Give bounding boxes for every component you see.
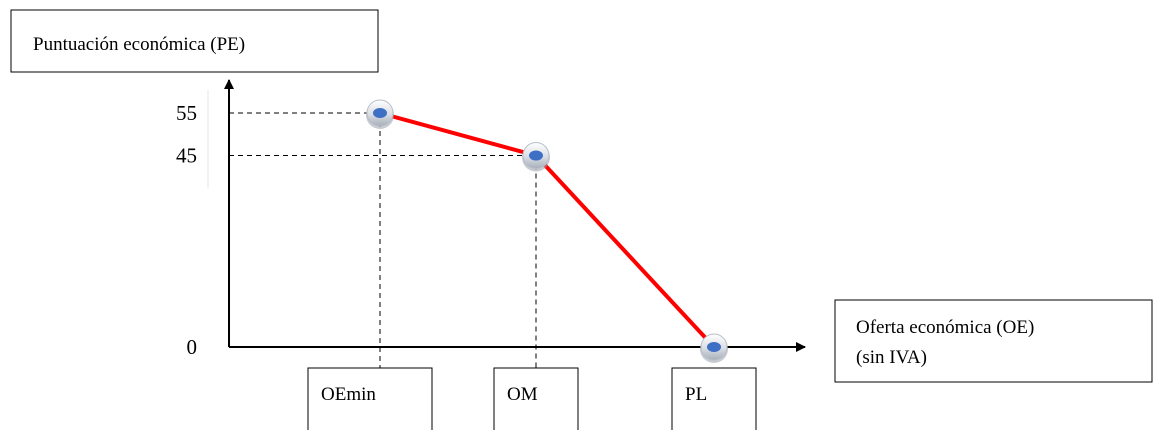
data-point <box>700 333 728 363</box>
data-point <box>522 142 550 172</box>
y-tick-label: 55 <box>176 101 197 125</box>
x-axis-label-line-1: Oferta económica (OE) <box>856 317 1034 338</box>
category-label: PL <box>685 384 707 405</box>
category-label: OEmin <box>321 384 376 405</box>
guide-lines <box>229 112 537 368</box>
category-box <box>671 367 757 430</box>
category-boxes: OEmin OM PL <box>307 367 757 430</box>
y-axis-label: Puntuación económica (PE) <box>33 34 245 55</box>
x-axis-label-line-2: (sin IVA) <box>856 347 927 368</box>
y-tick-labels: 55 45 0 <box>176 101 197 359</box>
y-tick-label: 0 <box>187 335 198 359</box>
category-box <box>307 367 433 430</box>
y-tick-label: 45 <box>176 144 197 168</box>
series-markers <box>366 99 728 363</box>
category-box <box>493 367 579 430</box>
x-axis-label-box: Oferta económica (OE) (sin IVA) <box>834 299 1153 383</box>
y-axis-label-box: Puntuación económica (PE) <box>10 9 379 73</box>
category-label: OM <box>507 384 538 405</box>
data-point <box>366 99 394 129</box>
